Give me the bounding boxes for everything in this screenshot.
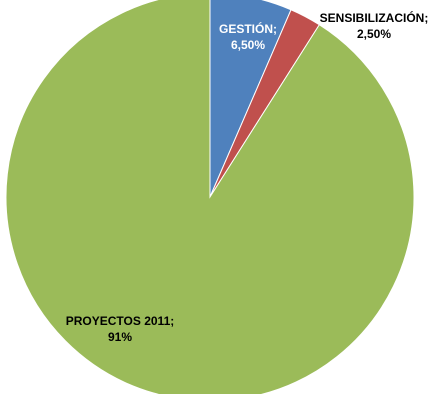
slice-label-value: 91% bbox=[108, 330, 132, 344]
pie-slice-proyectos-2011 bbox=[5, 0, 415, 394]
slice-label-name: GESTIÓN; bbox=[219, 21, 277, 36]
pie-labels: GESTIÓN; 6,50% SENSIBILIZACIÓN; 2,50% PROYEC… bbox=[66, 10, 429, 344]
slice-label-value: 6,50% bbox=[231, 38, 265, 52]
slice-label-proyectos-2011: PROYECTOS 2011; 91% bbox=[66, 314, 175, 344]
slice-label-name: PROYECTOS 2011; bbox=[66, 314, 175, 328]
slice-label-value: 2,50% bbox=[357, 27, 391, 41]
slice-label-gestion: GESTIÓN; 6,50% bbox=[219, 21, 277, 52]
slice-label-name: SENSIBILIZACIÓN; bbox=[320, 10, 429, 25]
pie-slices bbox=[5, 0, 415, 394]
slice-label-sensibilizacion: SENSIBILIZACIÓN; 2,50% bbox=[320, 10, 429, 41]
